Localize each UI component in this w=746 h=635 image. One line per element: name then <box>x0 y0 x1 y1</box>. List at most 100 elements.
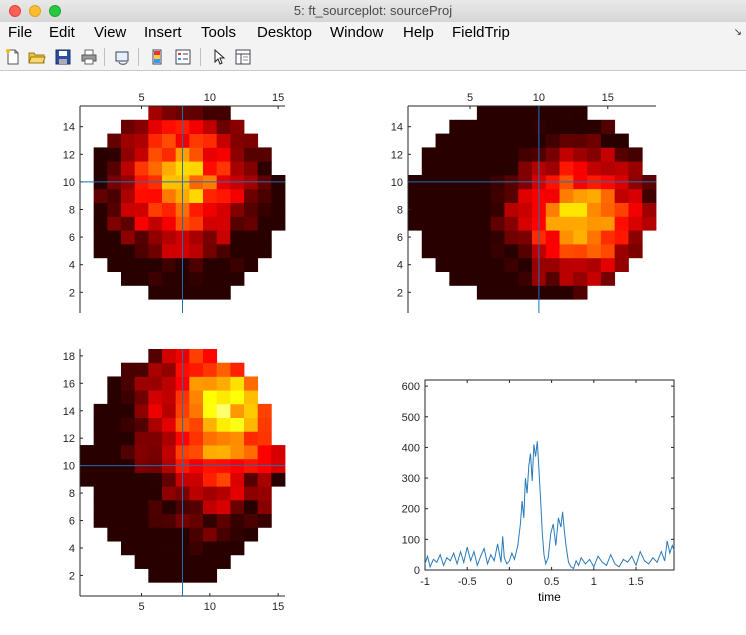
menu-desktop[interactable]: Desktop <box>257 24 313 41</box>
voxel <box>162 133 177 148</box>
property-inspector-icon[interactable] <box>234 48 252 66</box>
colorbar-icon[interactable] <box>148 48 166 66</box>
voxel <box>476 271 492 286</box>
voxel <box>189 147 204 162</box>
voxel <box>463 119 478 134</box>
voxel <box>545 106 560 121</box>
new-figure-icon[interactable] <box>4 48 22 66</box>
x-tick-label: 15 <box>602 92 614 104</box>
menu-insert[interactable]: Insert <box>144 24 182 41</box>
close-window-button[interactable] <box>9 5 21 17</box>
y-tick-label: 6 <box>397 232 403 244</box>
save-icon[interactable] <box>54 48 72 66</box>
chevron-down-icon[interactable]: ↘ <box>733 27 742 38</box>
voxel <box>189 499 204 515</box>
legend-icon[interactable] <box>174 48 192 66</box>
y-tick-label: 12 <box>391 149 403 161</box>
menu-window[interactable]: Window <box>330 24 384 41</box>
voxel <box>203 244 218 259</box>
voxel <box>107 244 122 259</box>
voxel <box>587 216 602 231</box>
voxel <box>162 202 177 217</box>
voxel <box>545 271 560 286</box>
voxel <box>107 513 122 528</box>
voxel <box>230 431 245 446</box>
voxel <box>518 202 533 217</box>
menu-file[interactable]: File <box>8 24 33 41</box>
voxel <box>121 513 136 528</box>
pointer-icon[interactable] <box>210 48 228 66</box>
voxel <box>257 486 272 501</box>
voxel <box>216 541 231 556</box>
voxel <box>203 202 218 217</box>
menu-help[interactable]: Help <box>403 24 434 41</box>
voxel <box>162 472 177 487</box>
voxel <box>216 106 231 121</box>
voxel <box>476 188 492 203</box>
voxel <box>93 472 108 487</box>
voxel <box>244 417 259 432</box>
voxel <box>490 147 505 162</box>
timecourse-chart: -1 -0.5 0 0.5 1 1.5 0 100 200 300 400 500 600 time <box>402 379 675 604</box>
print-icon[interactable] <box>80 48 98 66</box>
voxel <box>244 161 259 176</box>
voxel <box>189 486 204 501</box>
voxel <box>449 147 464 162</box>
voxel <box>162 106 177 121</box>
voxel <box>628 216 643 231</box>
voxel <box>107 376 122 391</box>
voxel <box>148 390 163 405</box>
voxel <box>587 133 602 148</box>
voxel <box>573 147 588 162</box>
voxel <box>148 362 163 377</box>
voxel <box>628 188 643 203</box>
voxel <box>490 133 505 148</box>
voxel <box>216 188 231 203</box>
voxel <box>107 257 122 272</box>
voxel <box>545 133 560 148</box>
open-file-icon[interactable] <box>28 48 46 66</box>
voxel <box>545 285 560 300</box>
menu-edit[interactable]: Edit <box>49 24 75 41</box>
voxel <box>244 244 259 259</box>
voxel <box>134 216 149 231</box>
voxel <box>257 216 272 231</box>
voxel <box>134 499 149 515</box>
voxel <box>449 271 464 286</box>
voxel <box>216 119 231 134</box>
voxel <box>189 527 204 542</box>
voxel <box>121 271 136 286</box>
voxel <box>490 188 505 203</box>
minimize-window-button[interactable] <box>29 5 41 17</box>
voxel <box>435 257 450 272</box>
voxel <box>230 188 245 203</box>
voxel <box>257 244 272 259</box>
maximize-window-button[interactable] <box>49 5 61 17</box>
voxel <box>148 161 163 176</box>
menu-tools[interactable]: Tools <box>201 24 237 41</box>
voxel <box>573 133 588 148</box>
x-tick-label: -1 <box>420 576 430 588</box>
voxel <box>559 106 574 121</box>
voxel <box>449 216 464 231</box>
voxel <box>230 147 245 162</box>
menu-view[interactable]: View <box>94 24 127 41</box>
title-bar[interactable]: 5: ft_sourceplot: sourceProj <box>0 0 746 23</box>
voxel <box>121 362 136 377</box>
figure-canvas: 5 10 15 2 4 6 8 10 12 14 5 10 15 2 4 6 8 10 12 14 5 10 15 2 4 6 8 1… <box>0 71 746 630</box>
voxel <box>216 147 231 162</box>
voxel <box>587 147 602 162</box>
voxel <box>421 244 436 259</box>
voxel <box>244 133 259 148</box>
voxel <box>134 486 149 501</box>
voxel <box>230 486 245 501</box>
link-plot-icon[interactable] <box>114 48 132 66</box>
voxel <box>148 568 163 583</box>
voxel <box>203 568 218 583</box>
y-tick-label: 14 <box>391 122 403 134</box>
voxel <box>162 486 177 501</box>
voxel <box>162 119 177 134</box>
menu-fieldtrip[interactable]: FieldTrip <box>452 24 510 41</box>
voxel <box>642 202 657 217</box>
voxel <box>600 257 616 272</box>
